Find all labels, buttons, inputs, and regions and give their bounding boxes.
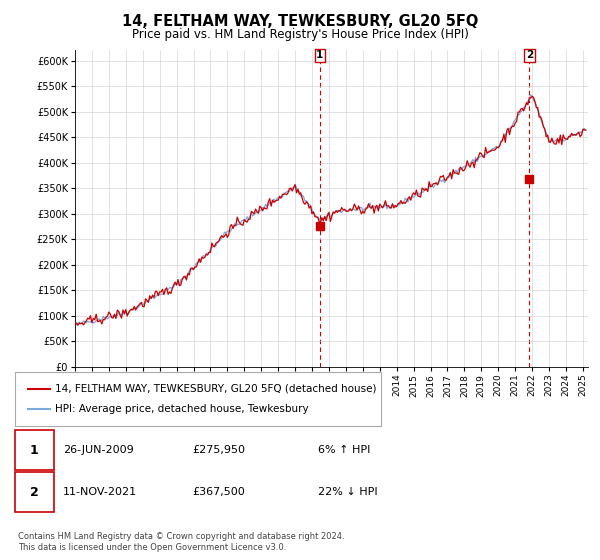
Text: £367,500: £367,500 (192, 487, 245, 497)
Text: 2: 2 (30, 486, 38, 499)
Text: Price paid vs. HM Land Registry's House Price Index (HPI): Price paid vs. HM Land Registry's House … (131, 28, 469, 41)
Text: 22% ↓ HPI: 22% ↓ HPI (318, 487, 377, 497)
Text: 2: 2 (526, 50, 533, 60)
Text: HPI: Average price, detached house, Tewkesbury: HPI: Average price, detached house, Tewk… (55, 404, 309, 414)
Text: 14, FELTHAM WAY, TEWKESBURY, GL20 5FQ: 14, FELTHAM WAY, TEWKESBURY, GL20 5FQ (122, 14, 478, 29)
Text: Contains HM Land Registry data © Crown copyright and database right 2024.: Contains HM Land Registry data © Crown c… (18, 532, 344, 541)
Text: 11-NOV-2021: 11-NOV-2021 (63, 487, 137, 497)
Text: 6% ↑ HPI: 6% ↑ HPI (318, 445, 370, 455)
Text: 26-JUN-2009: 26-JUN-2009 (63, 445, 134, 455)
Text: 1: 1 (30, 444, 38, 457)
Text: £275,950: £275,950 (192, 445, 245, 455)
Text: 1: 1 (316, 50, 323, 60)
Text: This data is licensed under the Open Government Licence v3.0.: This data is licensed under the Open Gov… (18, 543, 286, 552)
Text: 14, FELTHAM WAY, TEWKESBURY, GL20 5FQ (detached house): 14, FELTHAM WAY, TEWKESBURY, GL20 5FQ (d… (55, 384, 377, 394)
